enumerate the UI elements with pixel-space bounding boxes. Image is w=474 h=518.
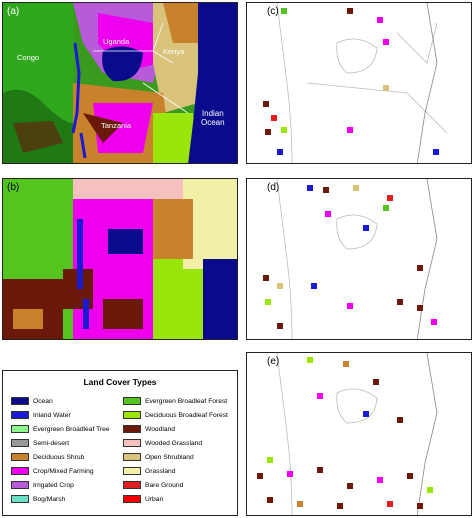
legend-swatch bbox=[123, 397, 141, 405]
panel-b-map: (b) bbox=[2, 178, 238, 340]
legend-label: Urban bbox=[145, 495, 164, 503]
panel-e-image bbox=[247, 353, 471, 515]
legend-label: Woodland bbox=[145, 425, 175, 433]
legend-item: Crop/Mixed Farming bbox=[11, 467, 94, 475]
legend-item: Semi-desert bbox=[11, 439, 69, 447]
panel-d-label: (d) bbox=[267, 182, 280, 193]
legend-item: Wooded Grassland bbox=[123, 439, 202, 447]
legend-swatch bbox=[11, 425, 29, 433]
legend-label: Wooded Grassland bbox=[145, 439, 203, 447]
panel-e-map: (e) bbox=[246, 352, 472, 516]
place-indian-ocean: Indian Ocean bbox=[201, 109, 225, 127]
legend-swatch bbox=[123, 453, 141, 461]
legend-label: Deciduous Broadleaf Forest bbox=[145, 411, 228, 419]
legend-item: Bare Ground bbox=[123, 481, 183, 489]
legend-label: Bog/Marsh bbox=[33, 495, 66, 503]
legend-swatch bbox=[123, 495, 141, 503]
panel-a-image bbox=[3, 3, 237, 163]
legend-swatch bbox=[11, 481, 29, 489]
panel-c-map: (c) bbox=[246, 2, 472, 164]
legend-item: Urban bbox=[123, 495, 163, 503]
legend-swatch bbox=[11, 495, 29, 503]
place-tanzania: Tanzania bbox=[101, 121, 132, 130]
legend-label: Inland Water bbox=[33, 411, 71, 419]
land-cover-legend: Land Cover Types Ocean Evergreen Broadlea… bbox=[2, 370, 238, 516]
legend-swatch bbox=[11, 397, 29, 405]
legend-item: Grassland bbox=[123, 467, 175, 475]
place-kenya: Kenya bbox=[163, 47, 185, 56]
legend-swatch bbox=[11, 439, 29, 447]
legend-label: Evergreen Broadleaf Forest bbox=[145, 397, 228, 405]
panel-d-map: (d) bbox=[246, 178, 472, 340]
legend-label: Ocean bbox=[33, 397, 53, 405]
panel-c-image bbox=[247, 3, 471, 163]
legend-label: Irrigated Crop bbox=[33, 481, 74, 489]
panel-a-map: (a) Congo Uganda Kenya Tanzania Indian O… bbox=[2, 2, 238, 164]
legend-item: Evergreen Broadleaf Tree bbox=[11, 425, 110, 433]
legend-item: Irrigated Crop bbox=[11, 481, 74, 489]
legend-item: Open Shrubland bbox=[123, 453, 194, 461]
panel-d-image bbox=[247, 179, 471, 339]
legend-swatch bbox=[123, 467, 141, 475]
legend-label: Crop/Mixed Farming bbox=[33, 467, 94, 475]
legend-swatch bbox=[11, 467, 29, 475]
panel-e-label: (e) bbox=[267, 356, 280, 367]
panel-b-label: (b) bbox=[7, 182, 20, 193]
legend-label: Evergreen Broadleaf Tree bbox=[33, 425, 110, 433]
legend-swatch bbox=[123, 439, 141, 447]
place-congo: Congo bbox=[17, 53, 40, 62]
legend-swatch bbox=[123, 425, 141, 433]
legend-label: Open Shrubland bbox=[145, 453, 194, 461]
legend-label: Deciduous Shrub bbox=[33, 453, 85, 461]
legend-item: Inland Water bbox=[11, 411, 71, 419]
legend-label: Semi-desert bbox=[33, 439, 70, 447]
legend-item: Woodland bbox=[123, 425, 175, 433]
legend-item: Bog/Marsh bbox=[11, 495, 65, 503]
legend-item: Ocean bbox=[11, 397, 53, 405]
legend-swatch bbox=[123, 411, 141, 419]
legend-title: Land Cover Types bbox=[83, 377, 157, 387]
panel-a-label: (a) bbox=[7, 6, 20, 17]
panel-c-label: (c) bbox=[267, 6, 279, 17]
legend-swatch bbox=[11, 453, 29, 461]
legend-item: Deciduous Shrub bbox=[11, 453, 84, 461]
legend-item: Deciduous Broadleaf Forest bbox=[123, 411, 228, 419]
legend-swatch bbox=[123, 481, 141, 489]
legend-swatch bbox=[11, 411, 29, 419]
panel-b-image bbox=[3, 179, 237, 339]
place-uganda: Uganda bbox=[103, 37, 130, 46]
legend-label: Grassland bbox=[145, 467, 176, 475]
legend-label: Bare Ground bbox=[145, 481, 184, 489]
legend-item: Evergreen Broadleaf Forest bbox=[123, 397, 227, 405]
